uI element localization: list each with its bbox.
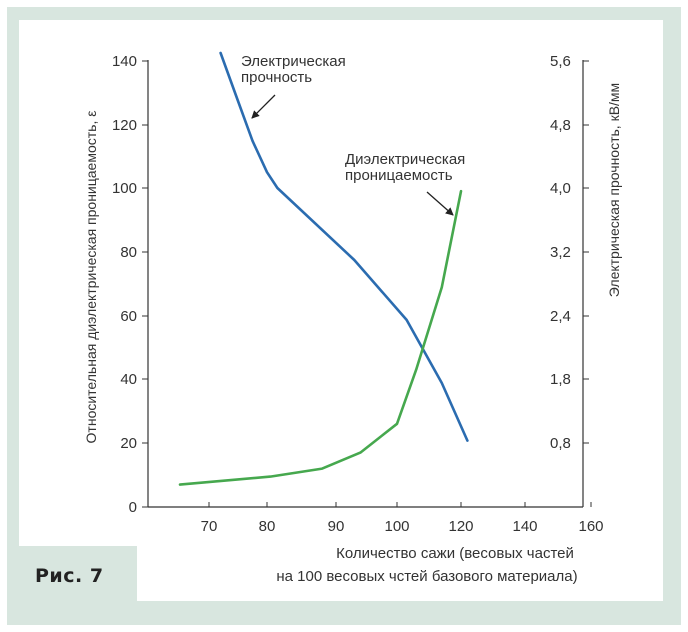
chart-panel: [19, 20, 663, 601]
left-y-tick-label: 0: [129, 499, 137, 516]
annotation-label-2: Диэлектрическая: [345, 151, 465, 168]
left-y-tick-label: 120: [112, 117, 137, 134]
right-y-axis-label: Электрическая прочность, кВ/мм: [606, 83, 622, 297]
series-line-1: [219, 51, 469, 442]
x-tick-label: 160: [578, 518, 603, 535]
left-y-tick-label: 20: [120, 435, 137, 452]
x-tick-label: 100: [384, 518, 409, 535]
right-y-tick-label: 4,0: [550, 180, 571, 197]
left-y-tick-label: 40: [120, 371, 137, 388]
annotation-arrow-1: [251, 94, 276, 119]
right-y-tick-label: 1,8: [550, 371, 571, 388]
x-axis-label-line1: Количество сажи (весовых частей: [336, 545, 574, 562]
right-y-tick-label: 0,8: [550, 435, 571, 452]
figure-label-tab: [19, 546, 137, 601]
x-axis-label-line2: на 100 весовых чстей базового материала): [276, 568, 577, 585]
left-y-tick-label: 140: [112, 53, 137, 70]
right-y-tick-label: 4,8: [550, 117, 571, 134]
annotation-label-2: проницаемость: [345, 167, 453, 184]
right-y-tick-label: 5,6: [550, 53, 571, 70]
right-y-tick-label: 2,4: [550, 308, 571, 325]
annotation-label-1: Электрическая: [241, 53, 346, 70]
figure-label: Рис. 7: [35, 565, 104, 587]
left-y-tick-label: 60: [120, 308, 137, 325]
x-tick-label: 70: [201, 518, 218, 535]
x-tick-label: 90: [328, 518, 345, 535]
annotation-arrow-2: [426, 191, 454, 216]
left-y-axis-label: Относительная диэлектрическая проницаемо…: [83, 111, 99, 444]
left-y-tick-label: 80: [120, 244, 137, 261]
x-tick-label: 120: [448, 518, 473, 535]
left-y-tick-label: 100: [112, 180, 137, 197]
right-y-tick-label: 3,2: [550, 244, 571, 261]
annotation-label-1: прочность: [241, 69, 312, 86]
x-tick-label: 140: [512, 518, 537, 535]
series-line-2: [178, 189, 463, 486]
x-tick-label: 80: [259, 518, 276, 535]
